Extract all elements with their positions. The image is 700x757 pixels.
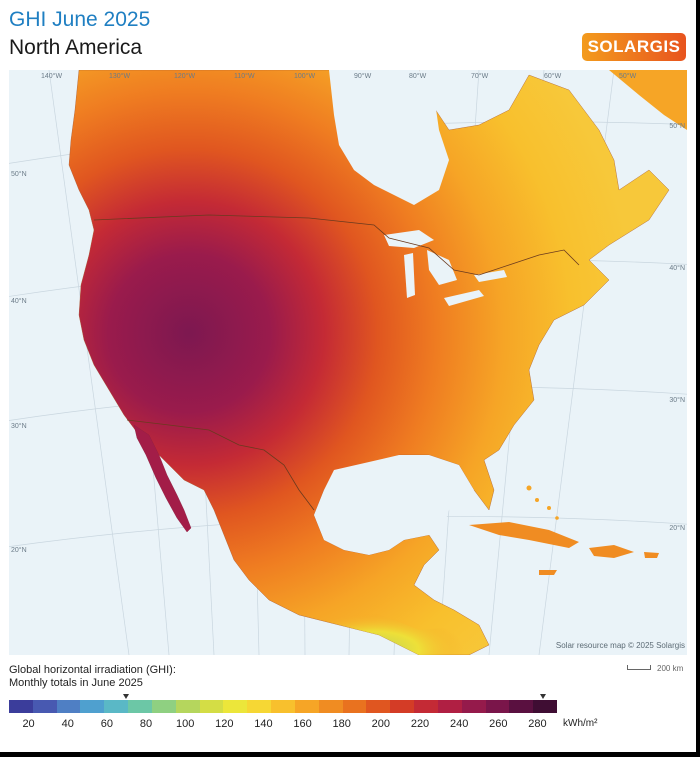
colorbar-tick-label: 260	[489, 718, 508, 730]
longitude-label: 50°W	[619, 72, 637, 80]
colorbar-swatch	[461, 700, 486, 713]
longitude-label: 140°W	[41, 72, 62, 80]
us-canada-border	[93, 214, 580, 276]
latitude-labels: 50°N 40°N 30°N 20°N 50°N 40°N 30°N 20°N	[11, 122, 685, 554]
colorbar-tick-label: 180	[332, 718, 351, 730]
colorbar-swatch	[247, 700, 272, 713]
longitude-label: 110°W	[234, 72, 255, 80]
colorbar-swatch	[294, 700, 319, 713]
colorbar-swatch	[80, 700, 105, 713]
colorbar-swatch	[509, 700, 534, 713]
latitude-label-left: 20°N	[11, 546, 27, 554]
colorbar-tick-label: 140	[254, 718, 273, 730]
colorbar-swatch	[485, 700, 510, 713]
colorbar-tick-label: 60	[100, 718, 113, 730]
central-america-overlay	[234, 550, 489, 655]
colorbar-swatch	[9, 700, 33, 713]
colorbar-marker	[123, 694, 130, 699]
colorbar-swatch	[32, 700, 57, 713]
colorbar-swatch	[390, 700, 415, 713]
colorbar-swatch	[175, 700, 200, 713]
colorbar	[9, 700, 558, 713]
colorbar-swatch	[151, 700, 176, 713]
colorbar-tick-label: 120	[215, 718, 234, 730]
colorbar-swatch	[128, 700, 152, 713]
ghi-map[interactable]: 140°W 130°W 120°W 110°W 100°W 90°W 80°W 70°W 60°…	[9, 70, 687, 655]
latitude-label-left: 50°N	[11, 170, 27, 178]
colorbar-tick-label: 280	[528, 718, 547, 730]
colorbar-unit: kWh/m²	[563, 718, 598, 729]
colorbar-swatch	[414, 700, 438, 713]
colorbar-tick-label: 200	[371, 718, 391, 730]
legend-title: Global horizontal irradiation (GHI):	[9, 664, 176, 676]
colorbar-swatch	[223, 700, 248, 713]
map-attribution: Solar resource map © 2025 Solargis	[556, 641, 685, 650]
colorbar-tick-label: 40	[61, 718, 74, 730]
colorbar-swatch	[366, 700, 391, 713]
longitude-labels: 140°W 130°W 120°W 110°W 100°W 90°W 80°W 70°W 60°…	[41, 72, 637, 80]
scale-label: 200 km	[657, 664, 684, 673]
baja-california	[133, 424, 192, 533]
longitude-label: 130°W	[109, 72, 130, 80]
longitude-label: 70°W	[471, 72, 489, 80]
latitude-label-right: 50°N	[669, 122, 685, 130]
map-subtitle: North America	[9, 36, 143, 59]
longitude-label: 120°W	[174, 72, 195, 80]
colorbar-tick-label: 80	[139, 718, 153, 730]
colorbar-tick-label: 160	[293, 718, 312, 730]
latitude-label-right: 20°N	[669, 524, 685, 532]
solargis-logo: SOLARGIS	[582, 33, 686, 61]
colorbar-swatch	[271, 700, 295, 713]
longitude-label: 90°W	[354, 72, 372, 80]
colorbar-tick-label: 240	[449, 718, 469, 730]
great-lakes	[384, 230, 507, 306]
bahamas	[526, 485, 559, 520]
colorbar-swatch	[342, 700, 367, 713]
gulf-of-mexico	[314, 455, 474, 555]
colorbar-marker	[540, 694, 547, 699]
longitude-label: 80°W	[409, 72, 427, 80]
colorbar-swatch	[318, 700, 343, 713]
colorbar-tick-label: 20	[22, 718, 35, 730]
map-svg: 140°W 130°W 120°W 110°W 100°W 90°W 80°W 70°W 60°…	[9, 70, 687, 655]
latitude-label-right: 40°N	[669, 264, 685, 272]
colorbar-tick-label: 100	[175, 718, 195, 730]
hudson-bay	[329, 70, 449, 205]
colorbar-swatch	[533, 700, 558, 713]
caribbean-islands	[469, 522, 659, 575]
colorbar-tick-label: 220	[410, 718, 430, 730]
colorbar-swatch	[199, 700, 224, 713]
map-title: GHI June 2025	[9, 8, 151, 31]
scale-bar	[627, 665, 651, 670]
latitude-label-right: 30°N	[669, 396, 685, 404]
colorbar-swatch	[437, 700, 462, 713]
colorbar-ticks: 20 40 60 80 100 120 140 160 180 200 220 240 260 280	[9, 718, 557, 732]
colorbar-swatch	[56, 700, 81, 713]
longitude-label: 60°W	[544, 72, 562, 80]
longitude-label: 100°W	[294, 72, 315, 80]
us-mexico-border	[126, 419, 315, 511]
latitude-label-left: 30°N	[11, 422, 27, 430]
legend-subtitle: Monthly totals in June 2025	[9, 677, 143, 689]
latitude-label-left: 40°N	[11, 297, 27, 305]
colorbar-swatch	[104, 700, 129, 713]
greenland-edge	[609, 70, 687, 130]
